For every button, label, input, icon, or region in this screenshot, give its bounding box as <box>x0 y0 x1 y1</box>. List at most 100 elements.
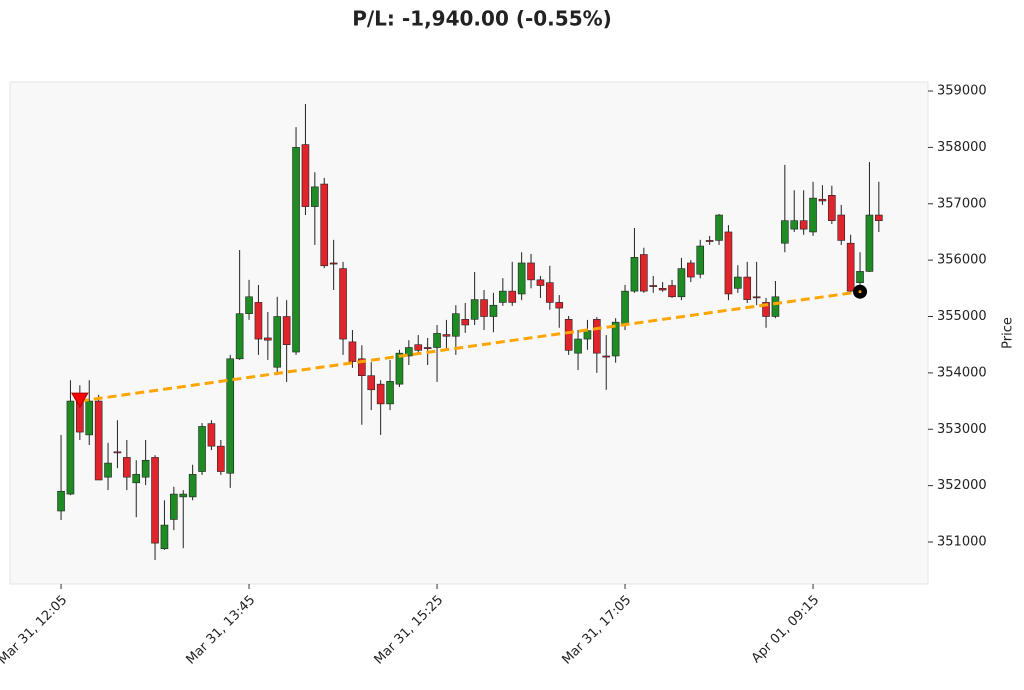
candle-body <box>771 296 780 317</box>
candle-body <box>188 474 197 498</box>
candle-body <box>329 262 338 265</box>
candle-body <box>179 493 188 498</box>
candle-body <box>865 214 874 272</box>
trade-line <box>79 290 861 403</box>
chart-title: P/L: -1,940.00 (-0.55%) <box>352 7 612 31</box>
candle-body <box>875 214 883 221</box>
candle-body <box>489 304 498 317</box>
y-tick-label: 356000 <box>937 253 987 268</box>
x-tick-label: Apr 01, 09:15 <box>749 593 822 666</box>
candle-body <box>668 285 676 298</box>
candle-body <box>414 344 423 351</box>
candle-body <box>508 290 517 303</box>
candle-body <box>546 282 554 303</box>
entry-marker <box>70 392 89 409</box>
candle-body <box>320 183 329 267</box>
candle-body <box>846 242 855 292</box>
candle-body <box>123 457 131 478</box>
candle-body <box>151 457 159 544</box>
candle-body <box>395 352 404 385</box>
candle-body <box>621 290 629 326</box>
candle-body <box>170 493 178 520</box>
candle-body <box>799 220 808 230</box>
candle-body <box>367 375 376 391</box>
y-tick-label: 359000 <box>937 84 987 99</box>
candle-body <box>640 254 648 292</box>
y-tick-label: 352000 <box>937 478 987 493</box>
candle-body <box>658 288 667 291</box>
candle-body <box>264 337 272 341</box>
candle-body <box>141 459 150 478</box>
x-tick-label: Mar 31, 13:45 <box>183 593 258 668</box>
candle-body <box>113 451 122 454</box>
candle-body <box>818 198 827 202</box>
candle-body <box>452 313 460 337</box>
y-tick-label: 351000 <box>937 535 987 550</box>
candle-body <box>358 358 366 377</box>
candle-body <box>555 302 564 309</box>
candle-body <box>282 316 291 345</box>
candle-body <box>207 423 216 447</box>
candle-body <box>752 296 761 299</box>
candle-body <box>292 147 300 353</box>
candle-body <box>66 400 75 495</box>
candle-body <box>837 214 846 241</box>
candle-body <box>433 333 441 348</box>
x-tick-label: Mar 31, 17:05 <box>559 593 634 668</box>
candle-body <box>245 296 253 314</box>
candle-body <box>724 231 733 295</box>
candle-body <box>705 240 714 242</box>
candle-body <box>611 321 620 357</box>
candle-body <box>311 186 319 207</box>
plot-area <box>9 81 929 585</box>
candle-body <box>348 341 357 362</box>
candle-body <box>470 299 479 320</box>
candle-body <box>217 445 225 472</box>
y-tick-label: 358000 <box>937 140 987 155</box>
candle-body <box>790 220 799 230</box>
candle-body <box>132 474 141 484</box>
candle-body <box>564 319 573 351</box>
candle-body <box>461 319 470 326</box>
candle-body <box>254 302 263 340</box>
candle-body <box>574 338 582 354</box>
candle-body <box>856 271 864 283</box>
candle-body <box>734 276 742 289</box>
exit-marker-dot <box>858 290 862 294</box>
candle-body <box>480 299 488 317</box>
candle-body <box>104 462 112 478</box>
candle-body <box>828 195 836 221</box>
candle-body <box>198 426 206 472</box>
candle-body <box>583 330 592 340</box>
y-tick-label: 355000 <box>937 309 987 324</box>
candle-body <box>602 355 611 358</box>
candle-body <box>809 197 817 233</box>
candle-body <box>593 319 601 354</box>
candle-body <box>687 262 695 278</box>
x-tick-label: Mar 31, 12:05 <box>0 593 70 668</box>
candle-body <box>273 316 282 368</box>
y-axis-label: Price <box>1001 317 1016 349</box>
candle-body <box>649 285 658 287</box>
candle-body <box>301 144 310 207</box>
y-tick-label: 354000 <box>937 365 987 380</box>
candle-body <box>517 262 526 295</box>
candle-body <box>339 268 347 340</box>
candle-body <box>386 381 394 405</box>
candle-body <box>499 290 507 303</box>
y-tick-label: 353000 <box>937 422 987 437</box>
y-tick-label: 357000 <box>937 196 987 211</box>
candle-body <box>762 302 770 317</box>
candle-body <box>405 347 413 357</box>
candle-body <box>423 347 432 349</box>
candle-body <box>57 490 65 512</box>
candle-body <box>226 358 235 474</box>
x-tick-label: Mar 31, 15:25 <box>371 593 446 668</box>
candle-body <box>743 276 752 300</box>
candle-body <box>677 268 686 298</box>
candle-body <box>630 257 639 292</box>
candle-body <box>94 400 103 481</box>
candle-body <box>160 524 169 550</box>
